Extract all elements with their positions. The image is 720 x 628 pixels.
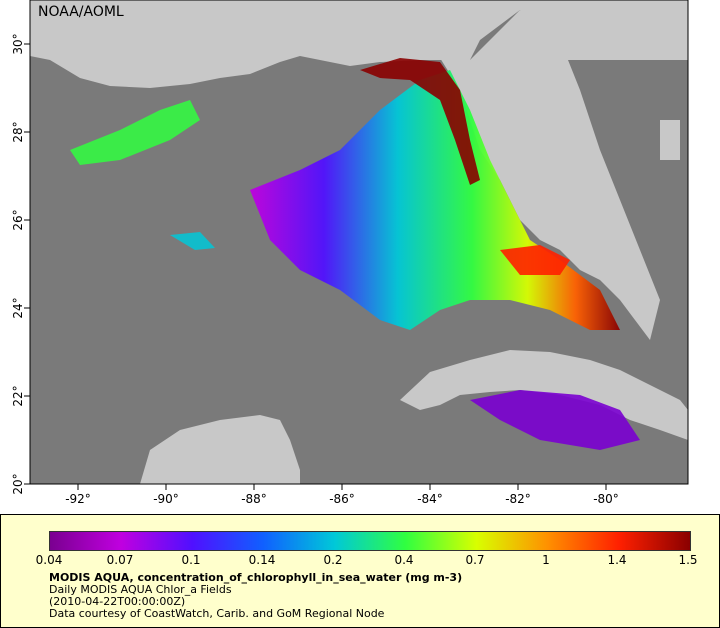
colorbar-label: 0.07	[106, 553, 134, 567]
chlorophyll-patch-south	[470, 390, 640, 450]
lon-tick-label: -92°	[65, 492, 91, 506]
colorbar-label: 0.2	[323, 553, 343, 567]
lat-tick-label: 22°	[11, 385, 25, 406]
map-frame: -92° -90° -88° -86° -84° -82° -80° 30° 2…	[11, 0, 689, 506]
colorbar-label: 0.14	[248, 553, 276, 567]
colorbar-label: 0.7	[465, 553, 485, 567]
lat-tick-label: 20°	[11, 473, 25, 494]
colorbar-label: 0.4	[394, 553, 414, 567]
colorbar-label: 0.1	[181, 553, 201, 567]
land-us-gulf-coast	[30, 0, 688, 88]
chlorophyll-patch-central	[170, 232, 215, 250]
lon-tick-label: -86°	[329, 492, 355, 506]
legend-line: Data courtesy of CoastWatch, Carib. and …	[49, 607, 385, 620]
colorbar-label: 1.5	[678, 553, 698, 567]
lon-tick-label: -90°	[153, 492, 179, 506]
lon-tick-label: -80°	[593, 492, 619, 506]
chlorophyll-map: -92° -90° -88° -86° -84° -82° -80° 30° 2…	[11, 0, 689, 506]
lon-tick-label: -84°	[417, 492, 443, 506]
legend-text: MODIS AQUA, concentration_of_chlorophyll…	[49, 572, 462, 620]
colorbar-label: 1	[542, 553, 550, 567]
colorbar-label: 0.04	[35, 553, 63, 567]
lat-tick-label: 28°	[11, 121, 25, 142]
chlorophyll-patch-coast-high	[360, 58, 480, 185]
chlorophyll-patch-keys	[500, 245, 570, 275]
land-florida	[440, 10, 660, 340]
legend-title: MODIS AQUA, concentration_of_chlorophyll…	[49, 571, 463, 584]
legend-line: (2010-04-22T00:00:00Z)	[49, 595, 186, 608]
latitude-axis: 30° 28° 26° 24° 22° 20°	[11, 33, 30, 495]
colorbar	[49, 531, 691, 551]
brand-label: NOAA/AOML	[38, 4, 124, 20]
land-yucatan	[140, 415, 300, 484]
lat-tick-label: 30°	[11, 33, 25, 54]
lat-tick-label: 26°	[11, 209, 25, 230]
map-border	[29, 0, 689, 485]
colorbar-label: 1.4	[607, 553, 627, 567]
land-bahamas	[660, 120, 680, 160]
lon-tick-label: -82°	[505, 492, 531, 506]
chlorophyll-patch-west	[70, 100, 200, 165]
land-cuba	[400, 350, 688, 440]
longitude-axis: -92° -90° -88° -86° -84° -82° -80°	[65, 484, 619, 506]
lon-tick-label: -88°	[241, 492, 267, 506]
lat-tick-label: 24°	[11, 297, 25, 318]
legend-panel: 0.04 0.07 0.1 0.14 0.2 0.4 0.7 1 1.4 1.5…	[0, 514, 720, 628]
legend-line: Daily MODIS AQUA Chlor_a Fields	[49, 583, 232, 596]
